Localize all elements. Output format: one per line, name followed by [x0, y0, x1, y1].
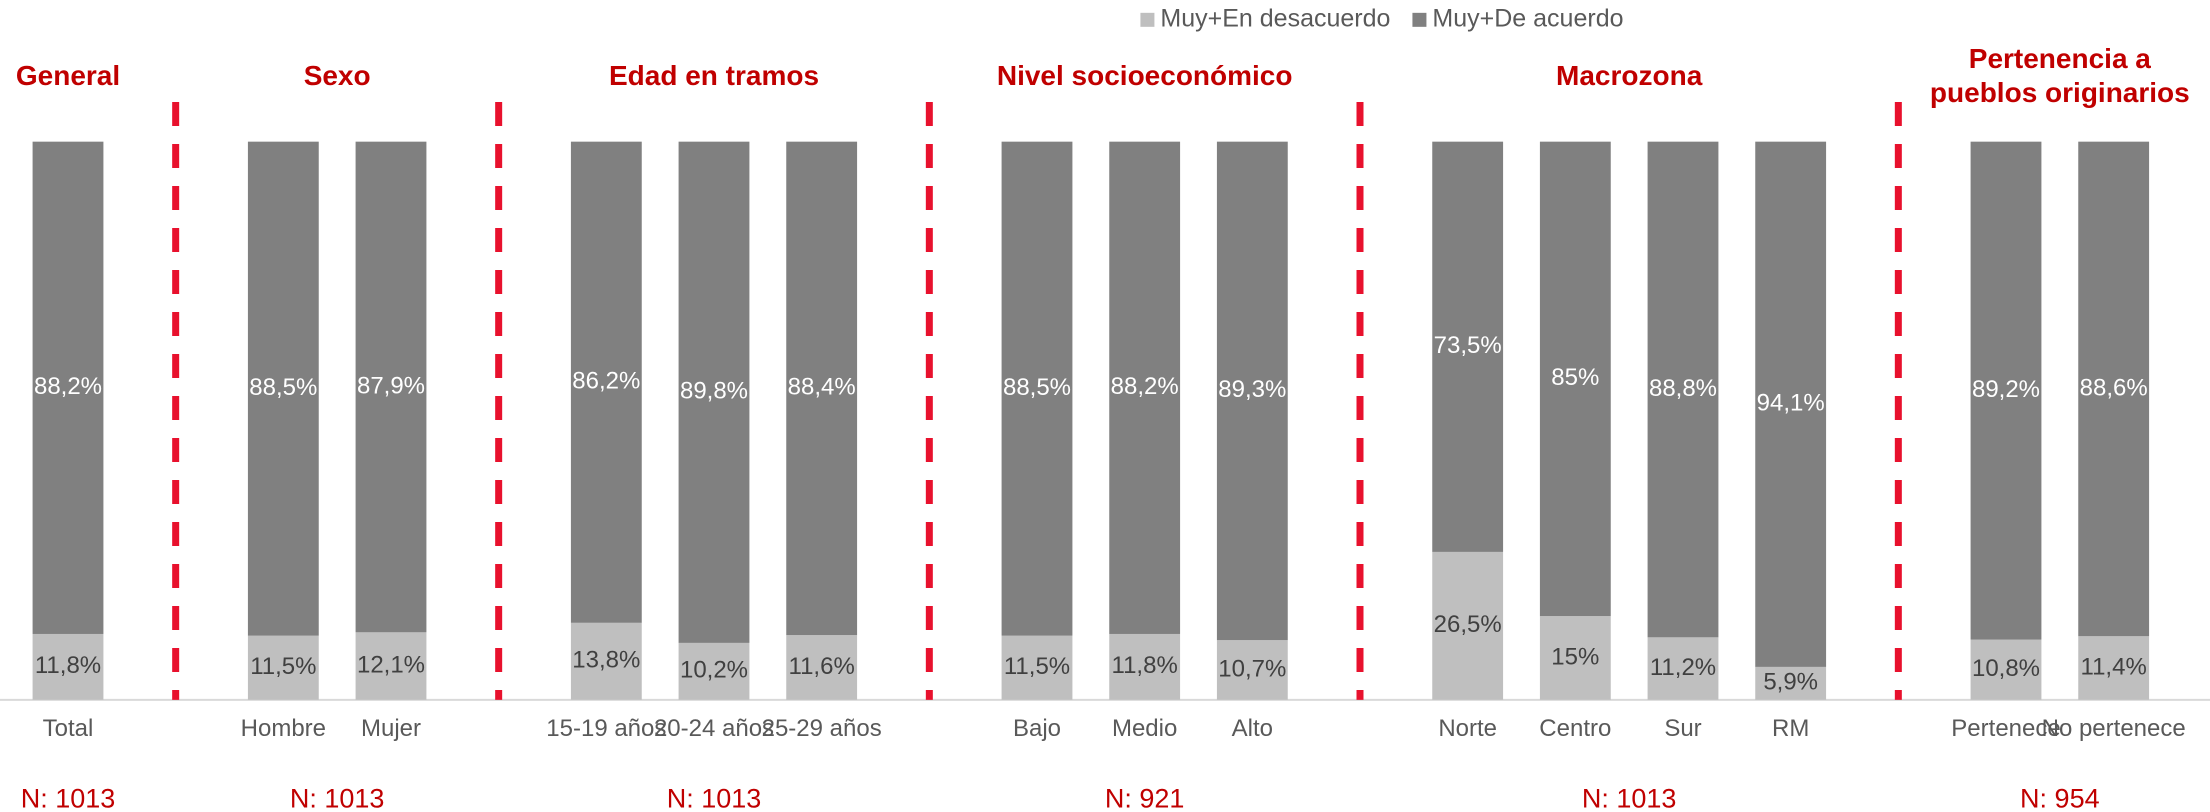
value-label: 88,4%: [788, 374, 856, 401]
bar-segment: [1539, 141, 1611, 617]
x-tick-label: 25-29 años: [762, 715, 882, 742]
bar-segment: [1216, 141, 1288, 641]
value-label: 88,6%: [2080, 374, 2148, 401]
x-tick-label: Alto: [1232, 715, 1273, 742]
group-n: N: 1013: [290, 784, 385, 812]
bar-segment: [1539, 616, 1611, 700]
bar-segment: [1970, 141, 2042, 640]
value-label: 88,5%: [249, 374, 317, 401]
value-label: 11,4%: [2081, 653, 2147, 680]
bar-segment: [786, 635, 858, 700]
x-tick-label: Bajo: [1013, 715, 1061, 742]
legend-label: Muy+De acuerdo: [1432, 4, 1623, 32]
value-label: 85%: [1551, 364, 1599, 391]
group-title-line: General: [16, 60, 120, 91]
legend-swatch: [1140, 12, 1155, 27]
value-label: 88,8%: [1649, 375, 1717, 402]
bar-segment: [1432, 551, 1504, 700]
value-label: 11,8%: [35, 652, 101, 679]
bar-segment: [1001, 635, 1073, 700]
value-label: 88,2%: [1111, 373, 1179, 400]
group-title: Nivel socioeconómico: [997, 60, 1293, 91]
x-tick-label: Hombre: [241, 715, 326, 742]
value-label: 88,5%: [1003, 374, 1071, 401]
value-label: 89,2%: [1972, 376, 2040, 403]
bar-segment: [678, 141, 750, 643]
bar-segment: [1755, 141, 1827, 667]
value-label: 88,2%: [34, 373, 102, 400]
group-n: N: 954: [2020, 784, 2100, 812]
group-n: N: 1013: [667, 784, 762, 812]
value-label: 11,5%: [1004, 653, 1070, 680]
bar-segment: [1432, 141, 1504, 552]
bar-segment: [247, 141, 319, 636]
bar-segment: [355, 141, 427, 633]
bar-segment: [570, 141, 642, 623]
value-label: 13,8%: [572, 647, 640, 674]
bar-segment: [247, 635, 319, 700]
x-tick-label: Sur: [1664, 715, 1701, 742]
bar-segment: [1001, 141, 1073, 636]
bar-segment: [570, 622, 642, 700]
x-tick-label: Medio: [1112, 715, 1177, 742]
x-tick-label: Centro: [1539, 715, 1611, 742]
group-n: N: 921: [1105, 784, 1185, 812]
x-tick-label: 15-19 años: [546, 715, 666, 742]
value-label: 11,6%: [789, 653, 855, 680]
x-tick-label: 20-24 años: [654, 715, 774, 742]
bar-segment: [1970, 639, 2042, 700]
bar-segment: [32, 141, 104, 634]
x-tick-label: RM: [1772, 715, 1809, 742]
value-label: 11,2%: [1650, 654, 1716, 681]
bar-segment: [2078, 636, 2150, 700]
group-title-line: pueblos originarios: [1930, 77, 2190, 108]
bar-segment: [2078, 141, 2150, 637]
x-tick-label: Pertenece: [1951, 715, 2060, 742]
bar-segment: [1755, 666, 1827, 700]
bar-segment: [1647, 141, 1719, 638]
value-label: 11,5%: [250, 653, 316, 680]
value-label: 89,8%: [680, 378, 748, 405]
value-label: 87,9%: [357, 372, 425, 399]
value-label: 10,8%: [1972, 655, 2040, 682]
value-label: 26,5%: [1434, 611, 1502, 638]
group-title-line: Macrozona: [1556, 60, 1703, 91]
x-tick-label: No pertenece: [2042, 715, 2186, 742]
legend-swatch: [1412, 12, 1427, 27]
value-label: 94,1%: [1757, 390, 1825, 417]
value-label: 86,2%: [572, 368, 640, 395]
value-label: 5,9%: [1763, 669, 1818, 696]
group-title: Pertenencia a pueblos originarios: [1930, 43, 2190, 108]
group-title: General: [16, 60, 120, 91]
value-label: 10,2%: [680, 657, 748, 684]
x-tick-label: Mujer: [361, 715, 421, 742]
value-label: 11,8%: [1112, 652, 1178, 679]
value-label: 89,3%: [1218, 376, 1286, 403]
group-title-line: Nivel socioeconómico: [997, 60, 1293, 91]
group-title: Edad en tramos: [609, 60, 819, 91]
group-n: N: 1013: [1582, 784, 1677, 812]
bar-segment: [1109, 633, 1181, 700]
bar-segment: [1109, 141, 1181, 634]
x-tick-label: Total: [43, 715, 94, 742]
group-title-line: Pertenencia a: [1969, 43, 2152, 74]
value-label: 15%: [1551, 643, 1599, 670]
bar-segment: [32, 633, 104, 700]
group-n: N: 1013: [21, 784, 116, 812]
group-title: Sexo: [304, 60, 371, 91]
group-title-line: Edad en tramos: [609, 60, 819, 91]
bar-segment: [786, 141, 858, 636]
bar-segment: [355, 632, 427, 700]
value-label: 73,5%: [1434, 332, 1502, 359]
legend-label: Muy+En desacuerdo: [1160, 4, 1390, 32]
bar-segment: [1647, 637, 1719, 700]
bar-segment: [678, 642, 750, 700]
group-title: Macrozona: [1556, 60, 1703, 91]
value-label: 10,7%: [1218, 655, 1286, 682]
x-tick-label: Norte: [1438, 715, 1497, 742]
bar-segment: [1216, 640, 1288, 700]
value-label: 12,1%: [357, 651, 425, 678]
group-title-line: Sexo: [304, 60, 371, 91]
